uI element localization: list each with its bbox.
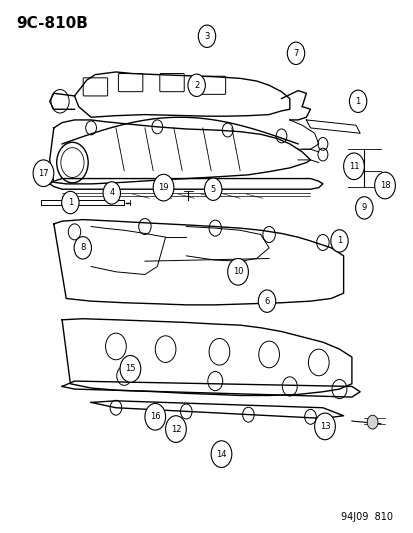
Text: 1: 1 <box>68 198 73 207</box>
Circle shape <box>145 403 165 430</box>
Text: 94J09  810: 94J09 810 <box>340 512 392 522</box>
Text: 10: 10 <box>232 268 243 276</box>
Text: 11: 11 <box>348 162 358 171</box>
Circle shape <box>198 25 215 47</box>
Circle shape <box>366 415 377 429</box>
Circle shape <box>204 178 221 200</box>
Circle shape <box>227 259 248 285</box>
Circle shape <box>120 356 140 382</box>
Circle shape <box>355 197 372 219</box>
Circle shape <box>374 172 394 199</box>
Text: 12: 12 <box>170 425 181 433</box>
Text: 6: 6 <box>264 297 269 305</box>
Text: 14: 14 <box>216 450 226 458</box>
Text: 1: 1 <box>355 97 360 106</box>
Circle shape <box>165 416 186 442</box>
Circle shape <box>258 290 275 312</box>
Text: 8: 8 <box>80 244 85 252</box>
Circle shape <box>343 153 363 180</box>
Circle shape <box>33 160 54 187</box>
Text: 13: 13 <box>319 422 330 431</box>
Text: 18: 18 <box>379 181 389 190</box>
Text: 15: 15 <box>125 365 135 373</box>
Text: 19: 19 <box>158 183 169 192</box>
Text: 7: 7 <box>293 49 298 58</box>
Circle shape <box>330 230 347 252</box>
Text: 1: 1 <box>336 237 341 245</box>
Text: 3: 3 <box>204 32 209 41</box>
Circle shape <box>349 90 366 112</box>
Circle shape <box>314 413 335 440</box>
Text: 9C-810B: 9C-810B <box>17 16 88 31</box>
Circle shape <box>74 237 91 259</box>
Circle shape <box>211 441 231 467</box>
Circle shape <box>103 182 120 204</box>
Circle shape <box>287 42 304 64</box>
Circle shape <box>62 191 79 214</box>
Circle shape <box>153 174 173 201</box>
Circle shape <box>188 74 205 96</box>
Text: 9: 9 <box>361 204 366 212</box>
Text: 5: 5 <box>210 185 215 193</box>
Text: 4: 4 <box>109 189 114 197</box>
Text: 16: 16 <box>150 413 160 421</box>
Text: 17: 17 <box>38 169 49 177</box>
Text: 2: 2 <box>194 81 199 90</box>
